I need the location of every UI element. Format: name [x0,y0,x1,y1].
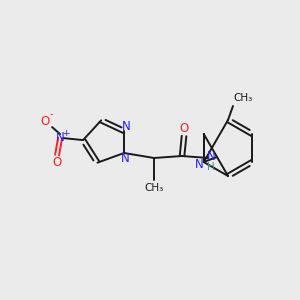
Text: CH₃: CH₃ [144,183,164,193]
Text: N: N [207,151,215,164]
Text: O: O [40,115,50,128]
Text: N: N [56,130,64,144]
Text: -: - [49,109,53,119]
Text: CH₃: CH₃ [233,93,253,103]
Text: O: O [179,122,189,134]
Text: N: N [122,121,130,134]
Text: O: O [52,156,62,169]
Text: +: + [62,129,70,138]
Text: N: N [121,152,129,164]
Text: N: N [194,158,203,172]
Text: H: H [207,162,215,172]
